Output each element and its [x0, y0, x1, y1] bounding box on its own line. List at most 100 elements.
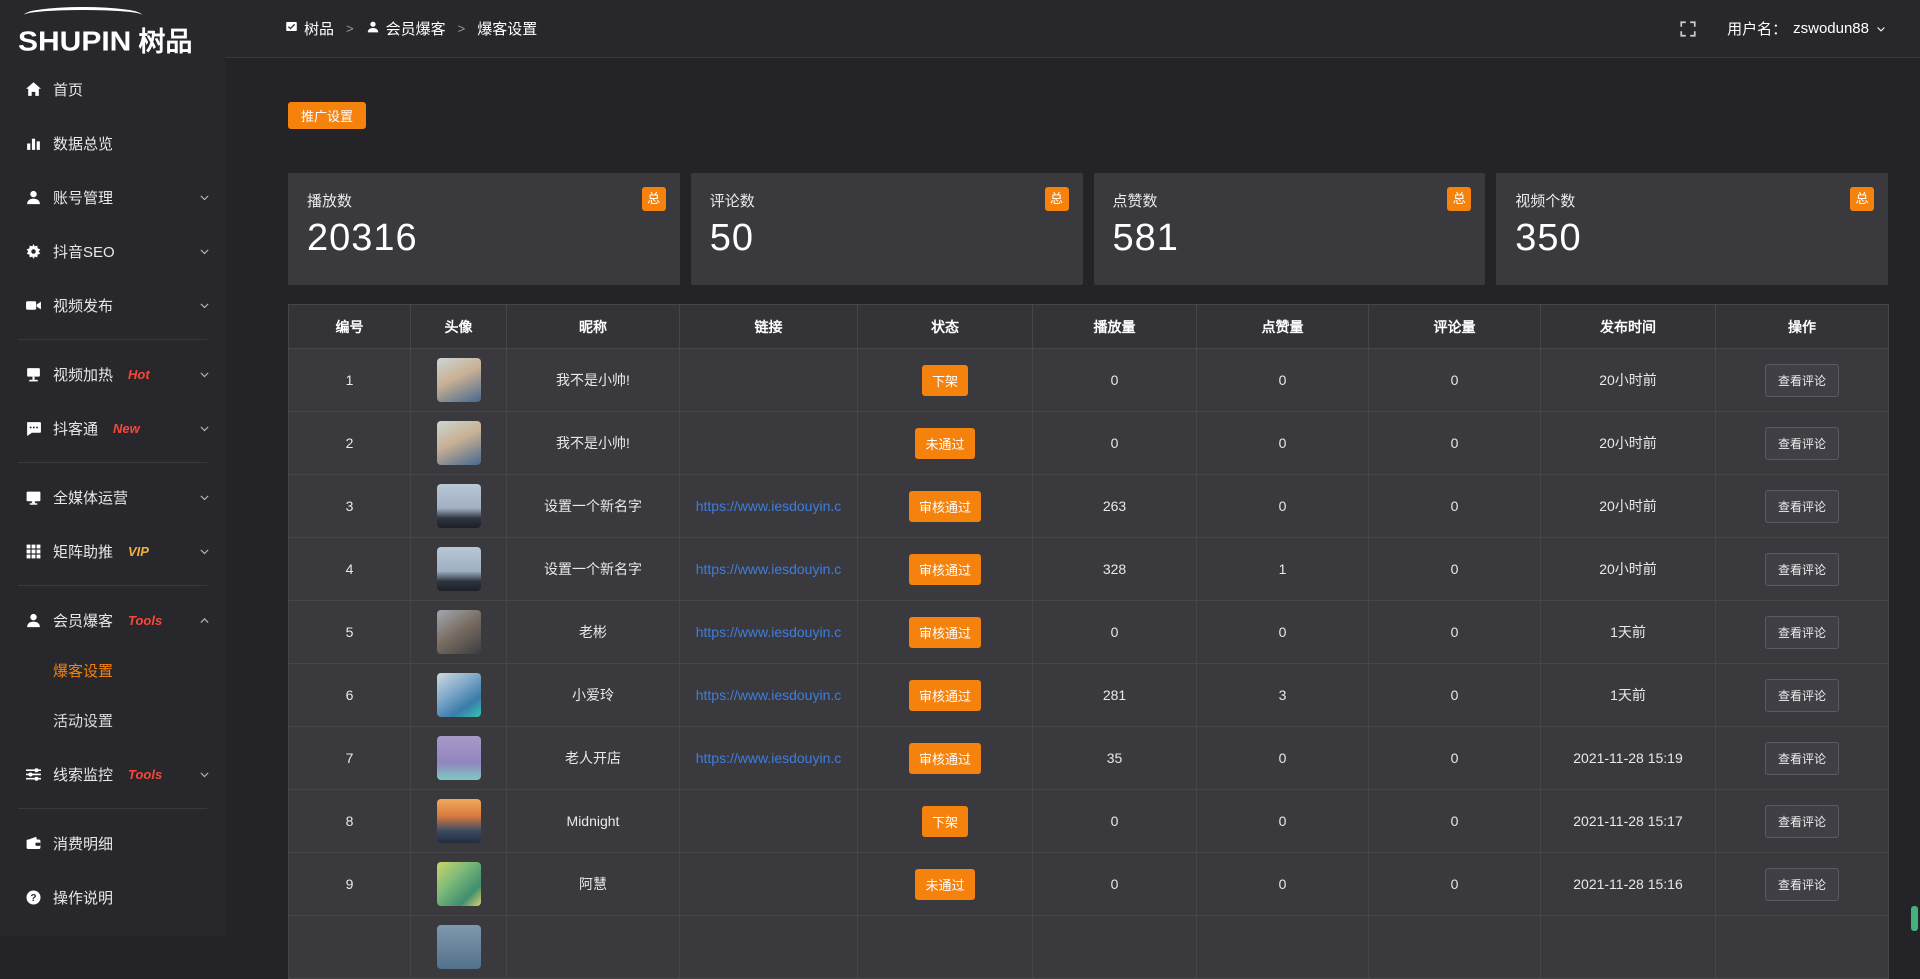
row-id: 4 [289, 538, 411, 601]
empty-cell [858, 916, 1033, 979]
sidebar-item-badge: Tools [128, 767, 162, 782]
status-cell: 下架 [858, 349, 1033, 412]
user-caret-icon [1875, 23, 1887, 35]
sidebar-item-label: 视频发布 [53, 295, 113, 316]
sidebar-subitem-activity-settings[interactable]: 活动设置 [0, 697, 225, 747]
user-area: 用户名：zswodun88 [1679, 18, 1887, 39]
status-cell: 审核通过 [858, 601, 1033, 664]
video-link[interactable]: https://www.iesdouyin.c [696, 498, 842, 514]
row-id: 8 [289, 790, 411, 853]
chart-icon [25, 135, 42, 152]
stat-card-value: 20316 [307, 217, 661, 260]
sidebar-item-consume-detail[interactable]: 消费明细 [0, 816, 225, 870]
action-cell: 查看评论 [1716, 790, 1889, 853]
breadcrumb-item-baoke-settings[interactable]: 爆客设置 [477, 18, 537, 39]
breadcrumb-item-shupin[interactable]: 树品 [285, 18, 334, 39]
chevron-down-icon [198, 422, 211, 435]
stat-card-label: 播放数 [307, 190, 661, 211]
scrollbar-thumb[interactable] [1911, 906, 1918, 931]
nickname: 我不是小帅! [507, 349, 680, 412]
view-comments-button[interactable]: 查看评论 [1765, 364, 1839, 397]
video-link[interactable]: https://www.iesdouyin.c [696, 561, 842, 577]
sidebar-item-data-overview[interactable]: 数据总览 [0, 116, 225, 170]
status-badge: 下架 [922, 806, 968, 837]
sidebar-item-douyin-seo[interactable]: 抖音SEO [0, 224, 225, 278]
row-id: 7 [289, 727, 411, 790]
nickname: 设置一个新名字 [507, 538, 680, 601]
promo-settings-button[interactable]: 推广设置 [288, 102, 366, 129]
chevron-down-icon [198, 245, 211, 258]
likes-count: 0 [1197, 790, 1369, 853]
fullscreen-icon[interactable] [1679, 20, 1697, 38]
panel-icon [285, 20, 298, 37]
empty-cell [507, 916, 680, 979]
sidebar-divider [18, 462, 207, 463]
sidebar-item-label: 视频加热 [53, 364, 113, 385]
link-cell [680, 853, 858, 916]
row-id [289, 916, 411, 979]
sidebar-item-badge: Tools [128, 613, 162, 628]
avatar [437, 610, 481, 654]
avatar-cell [411, 853, 507, 916]
video-link[interactable]: https://www.iesdouyin.c [696, 750, 842, 766]
sidebar-item-label: 线索监控 [53, 764, 113, 785]
column-header: 操作 [1716, 305, 1889, 349]
sidebar-item-badge: New [113, 421, 140, 436]
view-comments-button[interactable]: 查看评论 [1765, 742, 1839, 775]
sidebar-item-clue-monitor[interactable]: 线索监控 Tools [0, 747, 225, 801]
gear-icon [25, 243, 42, 260]
chevron-down-icon [198, 368, 211, 381]
empty-cell [1369, 916, 1541, 979]
view-comments-button[interactable]: 查看评论 [1765, 805, 1839, 838]
view-comments-button[interactable]: 查看评论 [1765, 427, 1839, 460]
chevron-down-icon [198, 299, 211, 312]
sidebar-item-label: 操作说明 [53, 887, 113, 908]
avatar-cell [411, 412, 507, 475]
plays-count: 0 [1033, 601, 1197, 664]
avatar-cell [411, 349, 507, 412]
column-header: 评论量 [1369, 305, 1541, 349]
empty-cell [1033, 916, 1197, 979]
comments-count: 0 [1369, 853, 1541, 916]
sidebar-item-home[interactable]: 首页 [0, 62, 225, 116]
breadcrumb-item-member-baoke[interactable]: 会员爆客 [366, 18, 446, 39]
video-link[interactable]: https://www.iesdouyin.c [696, 687, 842, 703]
status-badge: 审核通过 [909, 491, 981, 522]
video-link[interactable]: https://www.iesdouyin.c [696, 624, 842, 640]
sidebar-subitem-baoke-settings[interactable]: 爆客设置 [0, 647, 225, 697]
sidebar-item-all-media[interactable]: 全媒体运营 [0, 470, 225, 524]
nickname: 阿慧 [507, 853, 680, 916]
likes-count: 0 [1197, 349, 1369, 412]
row-id: 5 [289, 601, 411, 664]
view-comments-button[interactable]: 查看评论 [1765, 616, 1839, 649]
sidebar-item-label: 数据总览 [53, 133, 113, 154]
sidebar-item-badge: VIP [128, 544, 149, 559]
view-comments-button[interactable]: 查看评论 [1765, 490, 1839, 523]
sidebar-divider [18, 585, 207, 586]
likes-count: 1 [1197, 538, 1369, 601]
view-comments-button[interactable]: 查看评论 [1765, 868, 1839, 901]
publish-time: 2021-11-28 15:17 [1541, 790, 1716, 853]
view-comments-button[interactable]: 查看评论 [1765, 553, 1839, 586]
comments-count: 0 [1369, 601, 1541, 664]
link-cell [680, 349, 858, 412]
grid-icon [25, 543, 42, 560]
avatar [437, 925, 481, 969]
sidebar-item-video-publish[interactable]: 视频发布 [0, 278, 225, 332]
sidebar-item-operation-guide[interactable]: ?操作说明 [0, 870, 225, 924]
likes-count: 0 [1197, 727, 1369, 790]
user-menu[interactable]: 用户名：zswodun88 [1727, 18, 1887, 39]
view-comments-button[interactable]: 查看评论 [1765, 679, 1839, 712]
sidebar-item-account-manage[interactable]: 账号管理 [0, 170, 225, 224]
chevron-down-icon [198, 191, 211, 204]
chat-icon [25, 420, 42, 437]
